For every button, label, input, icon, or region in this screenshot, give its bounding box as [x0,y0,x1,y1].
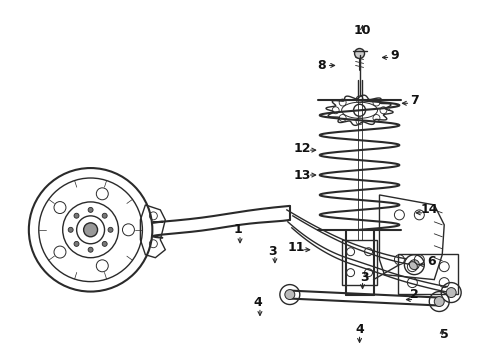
Circle shape [285,289,294,300]
Text: 1: 1 [233,223,242,236]
Text: 3: 3 [360,271,368,284]
Text: 8: 8 [317,59,325,72]
Circle shape [102,213,107,218]
Circle shape [88,207,93,212]
Circle shape [74,213,79,218]
Text: 3: 3 [268,245,277,258]
Circle shape [88,247,93,252]
Text: 9: 9 [389,49,398,62]
Text: 12: 12 [293,141,311,155]
Text: 6: 6 [426,255,435,268]
Text: 10: 10 [353,24,370,37]
Circle shape [433,297,443,306]
Circle shape [446,288,455,298]
Circle shape [68,227,73,232]
Bar [341,240,377,285]
Text: 4: 4 [354,323,363,336]
Circle shape [354,49,364,58]
Circle shape [108,227,113,232]
Text: 14: 14 [420,203,437,216]
Circle shape [74,242,79,246]
Circle shape [408,260,419,270]
Text: 5: 5 [439,328,447,341]
Text: 2: 2 [409,288,418,301]
Circle shape [102,242,107,246]
Text: 11: 11 [287,241,305,254]
Text: 13: 13 [292,168,310,181]
Text: 4: 4 [253,296,262,309]
Circle shape [83,223,98,237]
Text: 7: 7 [409,94,418,107]
